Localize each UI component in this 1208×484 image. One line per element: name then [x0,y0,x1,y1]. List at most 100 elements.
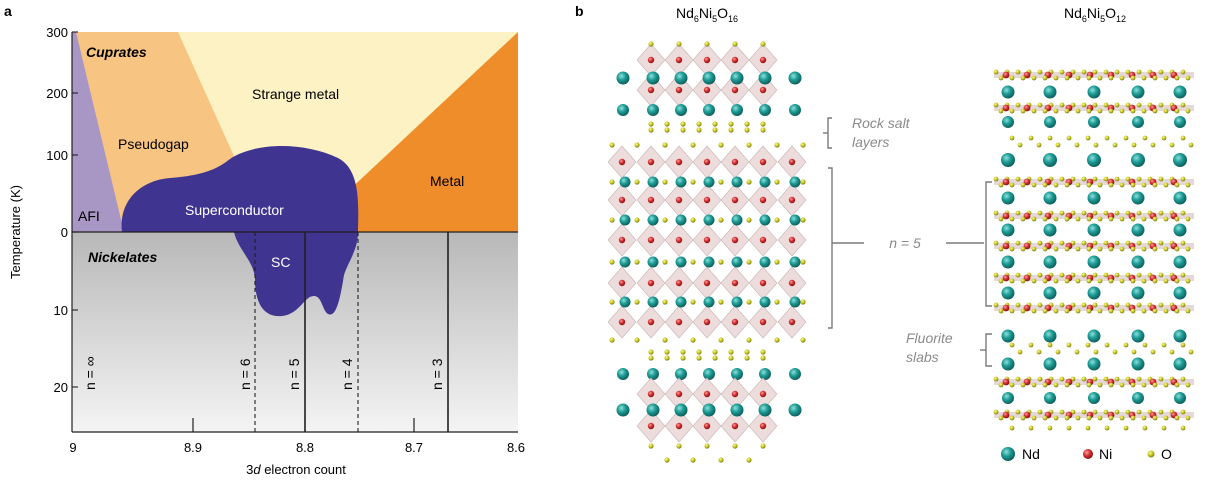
o-atom [690,457,696,463]
o-atom [1141,382,1147,388]
o-atom [1097,278,1103,284]
o-atom [1103,409,1109,415]
right-structure-title: Nd6Ni5O12 [1064,5,1126,24]
o-atom [1141,216,1147,222]
o-atom [1031,108,1037,114]
o-atom [1180,240,1186,246]
o-atom [728,127,734,133]
nd-atom [789,256,801,268]
o-atom [718,337,724,343]
ni-atom [731,390,739,398]
o-atom [1180,376,1186,382]
o-atom [760,355,766,361]
o-atom [1086,216,1092,222]
o-atom [1123,425,1129,431]
o-atom [1047,425,1053,431]
ni-atom [703,56,711,64]
ni-atom [788,196,796,204]
o-atom [1130,216,1136,222]
nd-atom [731,176,743,188]
o-atom [1108,415,1114,421]
o-atom [1123,135,1129,141]
ni-atom [731,318,739,326]
n4-label: n = 4 [339,358,355,390]
o-atom [1152,308,1158,314]
o-atom [690,299,696,305]
n-labels: n = ∞ n = 6 n = 5 n = 4 n = 3 [82,356,445,390]
o-atom [998,108,1004,114]
o-atom [1119,415,1125,421]
o-atom [1059,376,1065,382]
nd-atom [616,403,630,417]
o-atom [998,278,1004,284]
nd-atom [1132,392,1144,404]
o-atom [1031,216,1037,222]
rock-salt-label-2: layers [852,134,889,150]
o-atom [1037,69,1043,75]
o-atom [1042,308,1048,314]
nd-atom [703,214,715,226]
nd-atom [1132,116,1144,128]
ni-atom [647,318,655,326]
o-atom [718,299,724,305]
nd-atom [759,176,771,188]
n5-right-bracket [985,181,992,307]
o-atom [648,443,654,449]
o-atom [760,127,766,133]
o-atom [1020,308,1026,314]
n5-left-bracket [828,167,833,329]
o-atom [1174,415,1180,421]
o-atom [1053,182,1059,188]
o-atom [1141,75,1147,81]
o-atom [1020,246,1026,252]
o-atom [1141,246,1147,252]
o-atom [1188,349,1194,355]
o-atom [1037,302,1043,308]
o-atom [1086,108,1092,114]
nd-atom [675,368,687,380]
o-atom [1130,182,1136,188]
o-atom [800,299,806,305]
ni-atom [675,318,683,326]
atom-legend: Nd Ni O [1001,446,1172,462]
o-atom [1020,108,1026,114]
o-atom [744,355,750,361]
ni-atom [703,86,711,94]
o-atom [774,259,780,265]
o-atom [680,127,686,133]
o-atom [1161,425,1167,431]
o-atom [1180,69,1186,75]
o-atom [1097,308,1103,314]
ni-atom [675,56,683,64]
nd-atom [788,403,802,417]
o-atom [1136,69,1142,75]
o-atom [1152,182,1158,188]
nd-atom [647,176,659,188]
nd-atom [1088,392,1100,404]
nd-atom [1087,223,1101,237]
o-atom [704,41,710,47]
o-atom [664,457,670,463]
o-atom [1131,142,1137,148]
ni-atom [647,158,655,166]
o-atom [1092,409,1098,415]
o-atom [1130,308,1136,314]
nickelates-label: Nickelates [88,249,157,265]
o-atom [1185,308,1191,314]
nd-atom [1001,255,1015,269]
o-atom [1009,278,1015,284]
o-atom [1075,216,1081,222]
o-atom [1009,308,1015,314]
fluorite-bracket [985,333,992,367]
nd-atom [731,256,743,268]
ni-atom [1002,378,1010,386]
o-atom [1075,108,1081,114]
ni-atom [618,318,626,326]
o-atom [1037,176,1043,182]
o-atom [1114,376,1120,382]
nd-atom [731,104,743,116]
o-atom [1053,278,1059,284]
ni-o-plane [994,243,1194,249]
o-atom [1180,272,1186,278]
o-atom [1103,69,1109,75]
